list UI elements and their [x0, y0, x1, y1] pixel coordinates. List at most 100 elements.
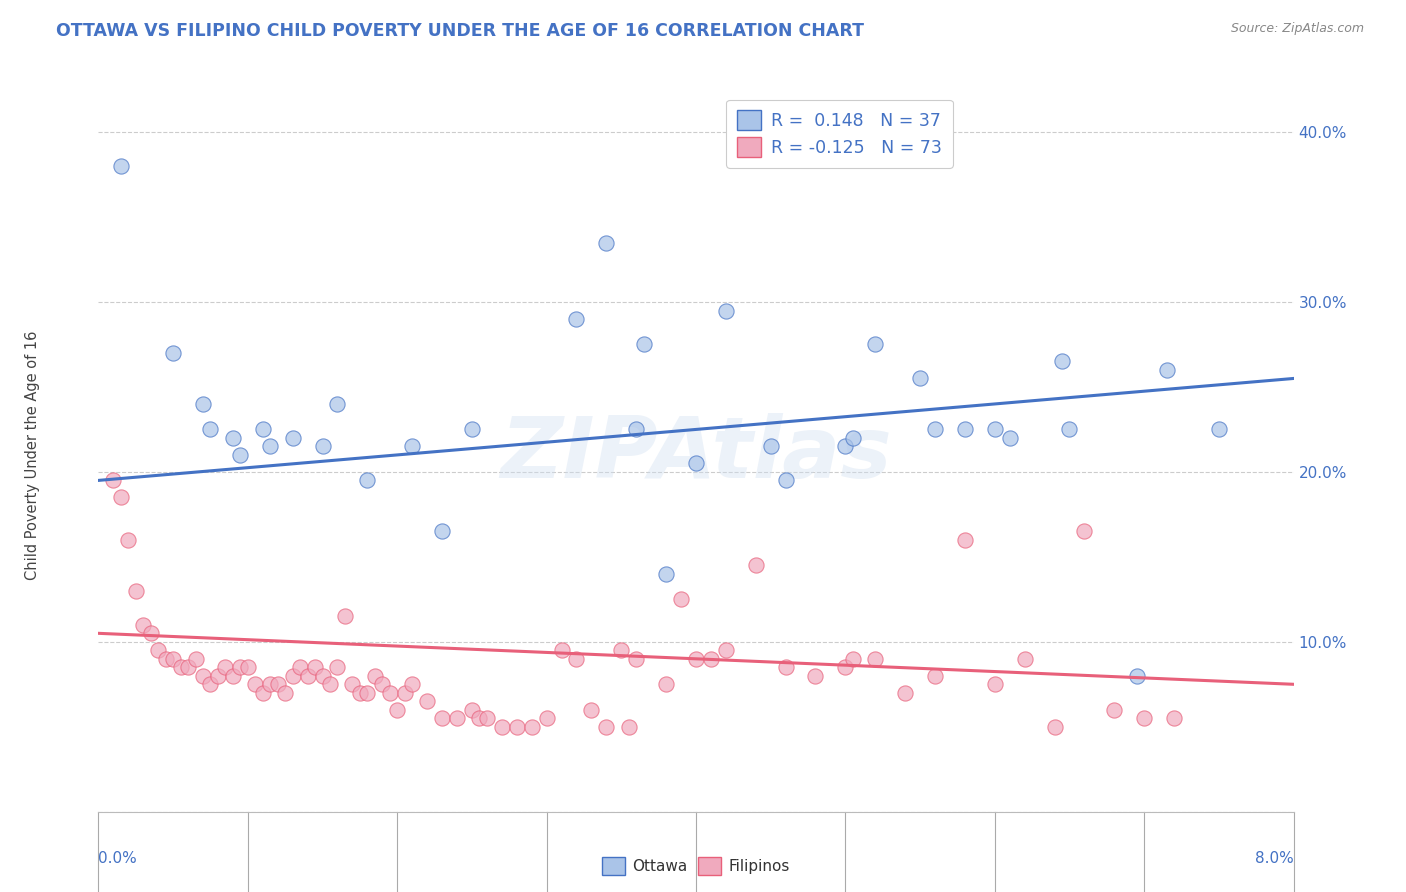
Point	[714, 643, 737, 657]
Point	[595, 235, 617, 250]
Point	[378, 686, 401, 700]
Point	[461, 422, 484, 436]
Point	[342, 677, 364, 691]
Point	[1073, 524, 1095, 539]
Point	[842, 652, 865, 666]
Point	[229, 660, 252, 674]
Point	[281, 669, 304, 683]
Point	[349, 686, 371, 700]
Point	[288, 660, 311, 674]
Point	[222, 431, 245, 445]
Point	[155, 652, 177, 666]
Point	[834, 660, 856, 674]
Point	[110, 491, 132, 505]
Text: 0.0%: 0.0%	[98, 851, 138, 866]
Point	[162, 346, 184, 360]
Point	[191, 669, 214, 683]
Point	[1043, 720, 1066, 734]
Point	[416, 694, 439, 708]
Point	[685, 457, 707, 471]
Point	[117, 533, 139, 547]
Point	[468, 711, 491, 725]
Point	[446, 711, 468, 725]
Point	[1059, 422, 1081, 436]
Point	[222, 669, 245, 683]
Point	[311, 439, 333, 453]
Point	[200, 422, 222, 436]
Legend: Ottawa, Filipinos: Ottawa, Filipinos	[595, 850, 797, 882]
Point	[804, 669, 827, 683]
Point	[617, 720, 640, 734]
Point	[983, 422, 1005, 436]
Point	[998, 431, 1021, 445]
Point	[633, 337, 655, 351]
Point	[162, 652, 184, 666]
Point	[252, 422, 274, 436]
Point	[655, 566, 678, 581]
Point	[184, 652, 207, 666]
Point	[461, 703, 484, 717]
Point	[624, 422, 647, 436]
Point	[148, 643, 170, 657]
Point	[520, 720, 543, 734]
Point	[103, 474, 125, 488]
Point	[983, 677, 1005, 691]
Point	[581, 703, 603, 717]
Point	[259, 439, 281, 453]
Point	[565, 312, 588, 326]
Point	[1125, 669, 1147, 683]
Point	[207, 669, 229, 683]
Text: Source: ZipAtlas.com: Source: ZipAtlas.com	[1230, 22, 1364, 36]
Text: 8.0%: 8.0%	[1254, 851, 1294, 866]
Point	[333, 609, 356, 624]
Point	[191, 397, 214, 411]
Point	[125, 583, 148, 598]
Point	[550, 643, 572, 657]
Point	[281, 431, 304, 445]
Point	[953, 422, 976, 436]
Point	[304, 660, 326, 674]
Point	[491, 720, 513, 734]
Point	[475, 711, 498, 725]
Point	[1014, 652, 1036, 666]
Point	[834, 439, 856, 453]
Point	[177, 660, 200, 674]
Point	[595, 720, 617, 734]
Point	[894, 686, 917, 700]
Point	[745, 558, 768, 573]
Point	[506, 720, 529, 734]
Point	[169, 660, 191, 674]
Point	[236, 660, 259, 674]
Point	[259, 677, 281, 691]
Point	[252, 686, 274, 700]
Point	[863, 337, 886, 351]
Point	[1208, 422, 1230, 436]
Text: OTTAWA VS FILIPINO CHILD POVERTY UNDER THE AGE OF 16 CORRELATION CHART: OTTAWA VS FILIPINO CHILD POVERTY UNDER T…	[56, 22, 865, 40]
Point	[1163, 711, 1185, 725]
Point	[1050, 354, 1073, 368]
Point	[700, 652, 723, 666]
Point	[394, 686, 416, 700]
Point	[908, 371, 931, 385]
Point	[245, 677, 267, 691]
Point	[759, 439, 782, 453]
Point	[326, 397, 349, 411]
Point	[775, 474, 797, 488]
Point	[1133, 711, 1156, 725]
Point	[139, 626, 162, 640]
Point	[924, 669, 946, 683]
Point	[669, 592, 692, 607]
Point	[924, 422, 946, 436]
Point	[863, 652, 886, 666]
Point	[430, 524, 453, 539]
Point	[655, 677, 678, 691]
Point	[536, 711, 558, 725]
Point	[842, 431, 865, 445]
Text: Child Poverty Under the Age of 16: Child Poverty Under the Age of 16	[25, 330, 41, 580]
Point	[401, 677, 423, 691]
Point	[319, 677, 342, 691]
Point	[401, 439, 423, 453]
Point	[274, 686, 297, 700]
Point	[356, 686, 378, 700]
Point	[110, 159, 132, 173]
